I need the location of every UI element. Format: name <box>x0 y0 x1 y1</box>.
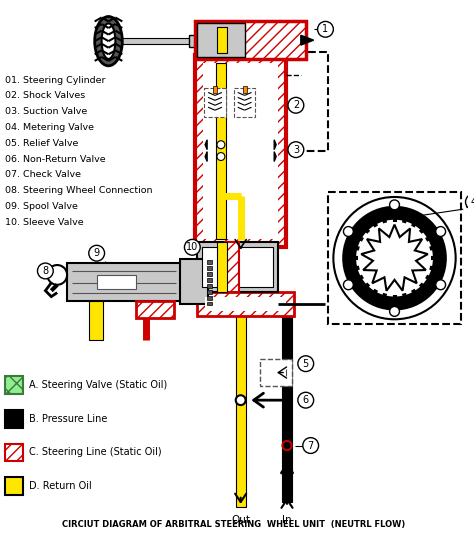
Bar <box>236 58 246 507</box>
Circle shape <box>465 194 474 210</box>
Bar <box>260 359 292 386</box>
Circle shape <box>333 197 456 319</box>
Bar <box>207 296 212 300</box>
Circle shape <box>284 443 290 449</box>
Bar <box>217 242 227 292</box>
Text: 10: 10 <box>186 242 199 252</box>
Text: 9: 9 <box>93 248 100 258</box>
Text: 04. Metering Valve: 04. Metering Valve <box>5 123 94 132</box>
Text: 6: 6 <box>303 395 309 405</box>
Bar <box>213 86 217 93</box>
Text: 09. Spool Valve: 09. Spool Valve <box>5 202 78 211</box>
Circle shape <box>184 240 200 255</box>
Bar <box>5 376 23 394</box>
Circle shape <box>217 153 225 160</box>
Circle shape <box>344 227 353 236</box>
Polygon shape <box>301 35 314 45</box>
Bar <box>286 52 328 151</box>
Text: CIRCIUT DIAGRAM OF ARBITRAL STEERING  WHEEL UNIT  (NEUTRL FLOW): CIRCIUT DIAGRAM OF ARBITRAL STEERING WHE… <box>62 520 405 530</box>
Circle shape <box>89 245 105 261</box>
Bar <box>207 266 212 270</box>
Bar <box>89 301 102 340</box>
Circle shape <box>37 263 53 279</box>
Bar <box>97 275 136 289</box>
Text: 3: 3 <box>293 145 299 155</box>
Bar <box>328 192 461 324</box>
Text: 07. Check Valve: 07. Check Valve <box>5 170 81 180</box>
Circle shape <box>282 441 292 450</box>
Polygon shape <box>274 152 276 161</box>
Bar <box>190 35 197 47</box>
Bar <box>234 87 255 117</box>
Text: 05. Relief Valve: 05. Relief Valve <box>5 139 78 148</box>
Circle shape <box>344 280 353 289</box>
Text: 2: 2 <box>293 100 299 110</box>
Text: B. Pressure Line: B. Pressure Line <box>28 414 107 424</box>
Bar <box>216 63 226 240</box>
Bar <box>217 27 227 53</box>
Text: 7: 7 <box>308 441 314 451</box>
Bar <box>197 24 245 57</box>
Bar <box>5 444 23 461</box>
Circle shape <box>47 265 67 285</box>
Bar <box>207 278 212 282</box>
Ellipse shape <box>95 17 122 66</box>
Bar <box>203 63 278 240</box>
Text: 5: 5 <box>302 359 309 369</box>
Circle shape <box>298 392 314 408</box>
Circle shape <box>288 142 304 158</box>
Circle shape <box>436 280 446 289</box>
Circle shape <box>217 141 225 148</box>
Bar <box>204 87 226 117</box>
Text: 4: 4 <box>470 197 474 207</box>
Text: 02. Shock Valves: 02. Shock Valves <box>5 92 85 100</box>
Text: 08. Steering Wheel Connection: 08. Steering Wheel Connection <box>5 186 153 195</box>
Circle shape <box>436 227 446 236</box>
Text: C. Steering Line (Static Oil): C. Steering Line (Static Oil) <box>28 448 161 457</box>
Polygon shape <box>274 140 276 150</box>
Bar <box>207 302 212 306</box>
Bar <box>207 260 212 264</box>
Bar <box>5 477 23 495</box>
Bar <box>195 21 306 59</box>
Text: 1: 1 <box>322 24 328 34</box>
Bar <box>202 247 273 287</box>
Bar <box>197 242 278 292</box>
Circle shape <box>390 307 400 316</box>
Text: 10. Sleeve Valve: 10. Sleeve Valve <box>5 218 83 227</box>
Bar <box>282 309 292 502</box>
Text: D. Return Oil: D. Return Oil <box>28 481 91 491</box>
Circle shape <box>349 213 440 303</box>
Bar <box>243 86 246 93</box>
Circle shape <box>390 200 400 210</box>
Bar <box>225 242 239 292</box>
Bar <box>197 292 294 316</box>
Circle shape <box>288 98 304 113</box>
Polygon shape <box>205 140 207 150</box>
Text: 06. Non-Return Valve: 06. Non-Return Valve <box>5 154 106 163</box>
Circle shape <box>318 21 333 37</box>
Circle shape <box>303 437 319 453</box>
Text: 03. Suction Valve: 03. Suction Valve <box>5 107 87 116</box>
Bar <box>207 272 212 276</box>
Bar <box>207 284 212 288</box>
Polygon shape <box>205 152 207 161</box>
Bar <box>136 301 173 318</box>
Bar <box>5 410 23 428</box>
Text: 8: 8 <box>42 266 48 276</box>
Bar <box>67 263 205 301</box>
Text: A. Steering Valve (Static Oil): A. Steering Valve (Static Oil) <box>28 381 167 390</box>
Polygon shape <box>361 225 428 291</box>
Circle shape <box>236 395 246 405</box>
Bar <box>181 259 208 304</box>
Ellipse shape <box>101 24 115 59</box>
Text: In: In <box>282 515 292 525</box>
Circle shape <box>298 356 314 371</box>
Bar <box>205 296 286 311</box>
Text: 01. Steering Cylinder: 01. Steering Cylinder <box>5 76 105 85</box>
Bar <box>207 289 212 294</box>
Bar <box>195 55 286 247</box>
Text: Out: Out <box>231 515 250 525</box>
